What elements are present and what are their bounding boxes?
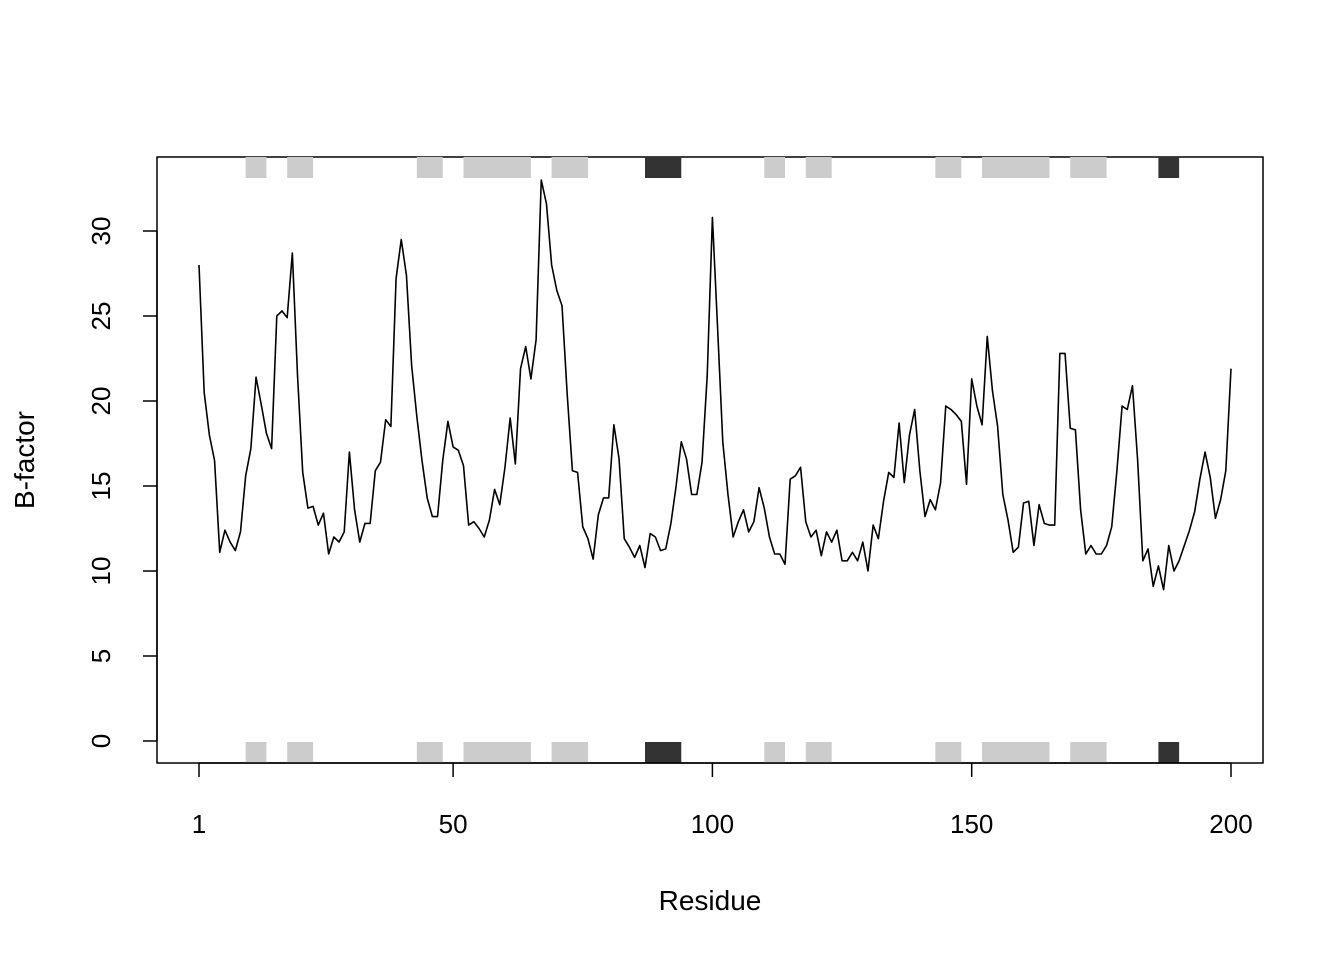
sse-block-top-helix <box>1158 157 1180 178</box>
sse-block-top-strand <box>1070 157 1107 178</box>
sse-block-bottom-strand <box>245 742 267 763</box>
y-tick-label: 0 <box>86 734 116 748</box>
sse-block-bottom-strand <box>463 742 531 763</box>
x-axis: 1 50 100 150 200 <box>192 762 1253 839</box>
sse-block-bottom-strand <box>982 742 1050 763</box>
x-tick-label: 200 <box>1209 809 1252 839</box>
sse-block-bottom-strand <box>764 742 786 763</box>
sse-block-bottom-strand <box>287 742 314 763</box>
sse-block-bottom-strand <box>935 742 962 763</box>
y-tick-label: 25 <box>86 302 116 331</box>
sse-block-top-strand <box>982 157 1050 178</box>
x-tick-label: 50 <box>439 809 468 839</box>
y-axis-label: B-factor <box>9 411 40 509</box>
sse-track-top <box>245 157 1180 178</box>
y-tick-label: 20 <box>86 387 116 416</box>
sse-block-bottom-strand <box>1070 742 1107 763</box>
sse-track-bottom <box>245 742 1180 763</box>
plot-box <box>156 156 1264 764</box>
sse-block-top-strand <box>935 157 962 178</box>
x-tick-label: 150 <box>950 809 993 839</box>
bfactor-series-line <box>198 179 1232 591</box>
sse-block-bottom-helix <box>1158 742 1180 763</box>
y-axis: 0 5 10 15 20 25 30 <box>86 217 158 748</box>
sse-block-top-strand <box>463 157 531 178</box>
x-tick-label: 100 <box>691 809 734 839</box>
x-tick-label: 1 <box>192 809 206 839</box>
sse-block-top-strand <box>805 157 832 178</box>
sse-block-top-strand <box>551 157 588 178</box>
y-tick-label: 5 <box>86 649 116 663</box>
sse-block-bottom-strand <box>805 742 832 763</box>
sse-block-bottom-strand <box>416 742 443 763</box>
sse-block-bottom-strand <box>551 742 588 763</box>
sse-block-top-helix <box>644 157 682 178</box>
sse-block-top-strand <box>416 157 443 178</box>
sse-block-top-strand <box>287 157 314 178</box>
y-tick-label: 10 <box>86 557 116 586</box>
x-axis-label: Residue <box>659 885 762 916</box>
y-tick-label: 15 <box>86 472 116 501</box>
sse-block-bottom-helix <box>644 742 682 763</box>
sse-block-top-strand <box>245 157 267 178</box>
sse-block-top-strand <box>764 157 786 178</box>
y-tick-label: 30 <box>86 217 116 246</box>
